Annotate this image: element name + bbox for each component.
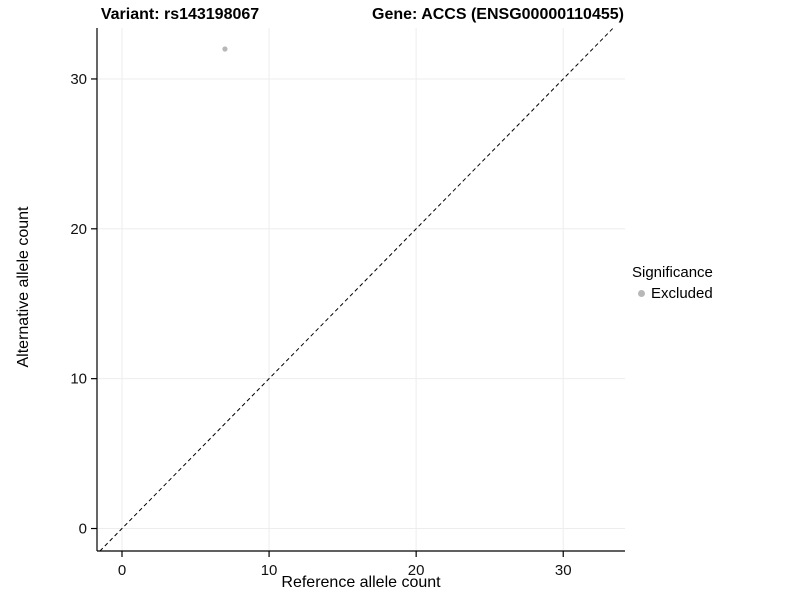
x-axis-label: Reference allele count	[281, 574, 441, 591]
x-tick-label: 10	[261, 562, 278, 579]
legend-entry-excluded: Excluded	[632, 285, 713, 302]
chart-title: Variant: rs143198067 Gene: ACCS (ENSG000…	[0, 6, 800, 28]
y-tick-label: 20	[70, 221, 87, 238]
data-point	[222, 46, 228, 52]
legend-entry-label: Excluded	[651, 285, 713, 302]
legend: Significance Excluded	[632, 264, 713, 302]
x-tick-label: 0	[118, 562, 126, 579]
legend-title: Significance	[632, 264, 713, 281]
y-tick-label: 30	[70, 71, 87, 88]
excluded-point-icon	[638, 290, 645, 297]
variant-title: Variant: rs143198067	[100, 6, 260, 23]
identity-line	[99, 27, 614, 552]
y-tick-label: 0	[79, 521, 87, 538]
x-tick-label: 20	[408, 562, 425, 579]
y-axis-label: Alternative allele count	[15, 206, 32, 368]
y-tick-label: 10	[70, 371, 87, 388]
gene-title: Gene: ACCS (ENSG00000110455)	[372, 6, 624, 23]
x-tick-label: 30	[555, 562, 572, 579]
plot-panel	[97, 28, 625, 551]
